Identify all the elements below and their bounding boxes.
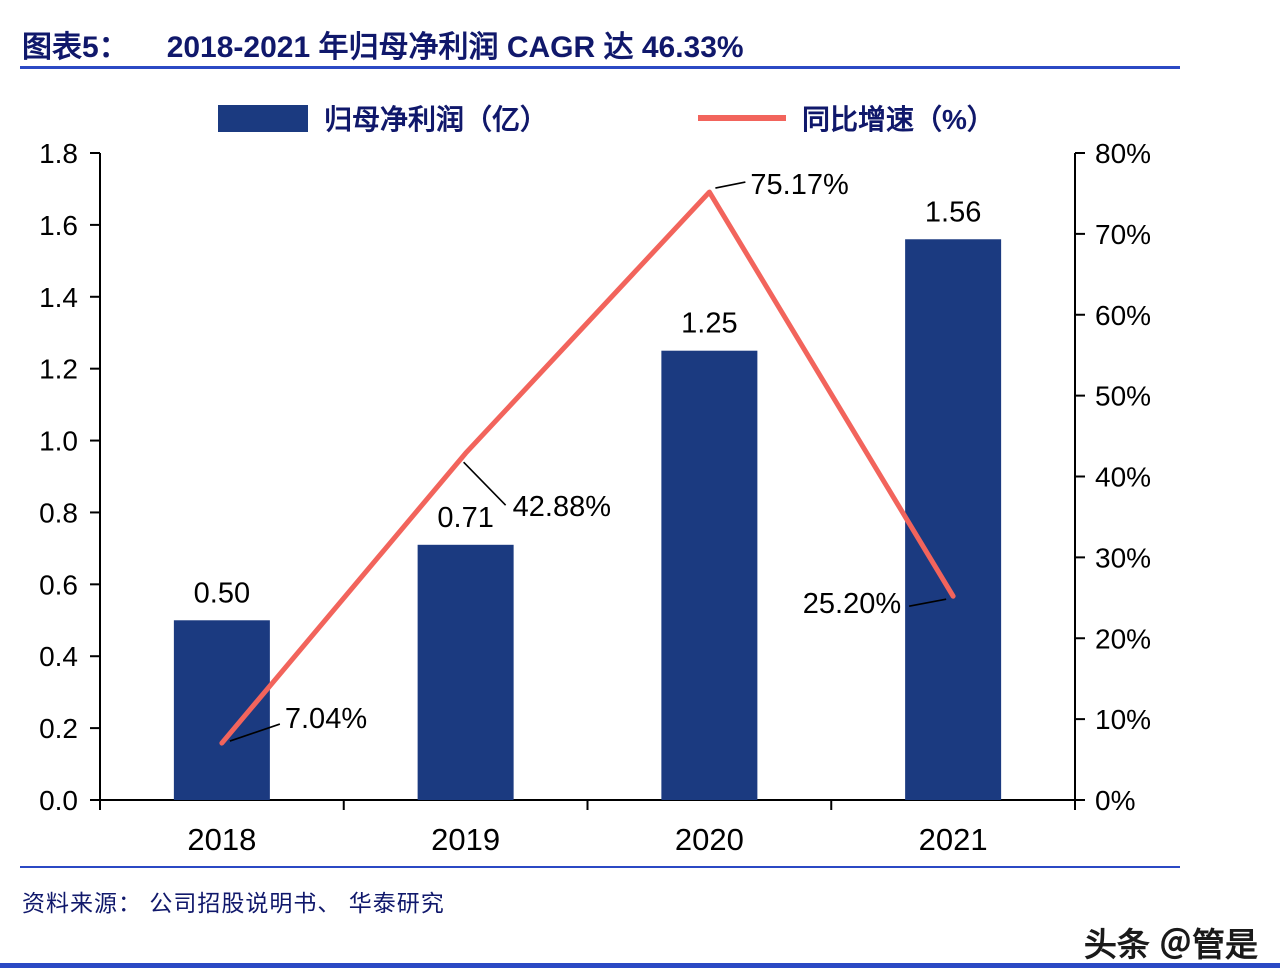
right-tick-label: 20% xyxy=(1095,623,1151,654)
bar-value-label: 0.71 xyxy=(437,502,493,534)
right-tick-label: 50% xyxy=(1095,381,1151,412)
growth-line xyxy=(219,189,956,746)
source-text: 资料来源： 公司招股说明书、 华泰研究 xyxy=(22,890,445,916)
line-value-label: 75.17% xyxy=(750,169,848,201)
right-tick-label: 70% xyxy=(1095,219,1151,250)
bar-2021 xyxy=(905,239,1002,800)
legend-item-profit: 归母净利润（亿） xyxy=(218,101,548,135)
watermark: 头条 ＠管是 xyxy=(1083,926,1258,963)
right-tick-label: 0% xyxy=(1095,785,1135,816)
legend-label-growth: 同比增速（%） xyxy=(802,104,995,135)
line-value-label: 42.88% xyxy=(513,491,611,523)
left-tick-label: 0.8 xyxy=(39,497,78,528)
right-tick-label: 60% xyxy=(1095,300,1151,331)
title-rule xyxy=(20,66,1180,69)
figure-label: 图表5： xyxy=(22,31,129,64)
footer-rule xyxy=(20,866,1180,868)
left-tick-label: 1.6 xyxy=(39,210,78,241)
x-category-label: 2021 xyxy=(919,822,988,857)
bottom-rule xyxy=(0,963,1280,968)
right-tick-label: 80% xyxy=(1095,138,1151,169)
line-value-label: 7.04% xyxy=(285,703,367,735)
bar-legend-swatch xyxy=(218,104,308,132)
figure-header: 图表5： 2018-2021 年归母净利润 CAGR 达 46.33% xyxy=(22,22,744,66)
line-legend-swatch xyxy=(698,115,786,121)
x-category-label: 2019 xyxy=(431,822,500,857)
x-category-label: 2018 xyxy=(187,822,256,857)
left-tick-label: 1.0 xyxy=(39,426,78,457)
legend-label-profit: 归母净利润（亿） xyxy=(324,104,549,135)
figure-title: 2018-2021 年归母净利润 CAGR 达 46.33% xyxy=(166,31,744,64)
right-tick-label: 40% xyxy=(1095,462,1151,493)
leader-line xyxy=(908,598,947,607)
leader-line xyxy=(715,181,746,189)
bar-value-label: 1.56 xyxy=(925,196,981,228)
right-tick-label: 30% xyxy=(1095,542,1151,573)
left-tick-label: 0.6 xyxy=(39,569,78,600)
leader-line xyxy=(229,723,281,742)
left-tick-label: 0.0 xyxy=(39,785,78,816)
bar-2019 xyxy=(417,544,514,800)
legend-item-growth: 同比增速（%） xyxy=(698,101,995,135)
bar-value-label: 1.25 xyxy=(681,308,737,340)
leader-line xyxy=(463,461,507,506)
left-tick-label: 0.2 xyxy=(39,713,78,744)
left-tick-label: 1.4 xyxy=(39,282,78,313)
line-value-label: 25.20% xyxy=(803,588,901,620)
bar-2020 xyxy=(661,350,758,800)
left-tick-label: 0.4 xyxy=(39,641,78,672)
bar-value-label: 0.50 xyxy=(194,577,250,609)
x-category-label: 2020 xyxy=(675,822,744,857)
bar-2018 xyxy=(173,620,270,800)
left-tick-label: 1.8 xyxy=(39,138,78,169)
left-tick-label: 1.2 xyxy=(39,354,78,385)
right-tick-label: 10% xyxy=(1095,704,1151,735)
